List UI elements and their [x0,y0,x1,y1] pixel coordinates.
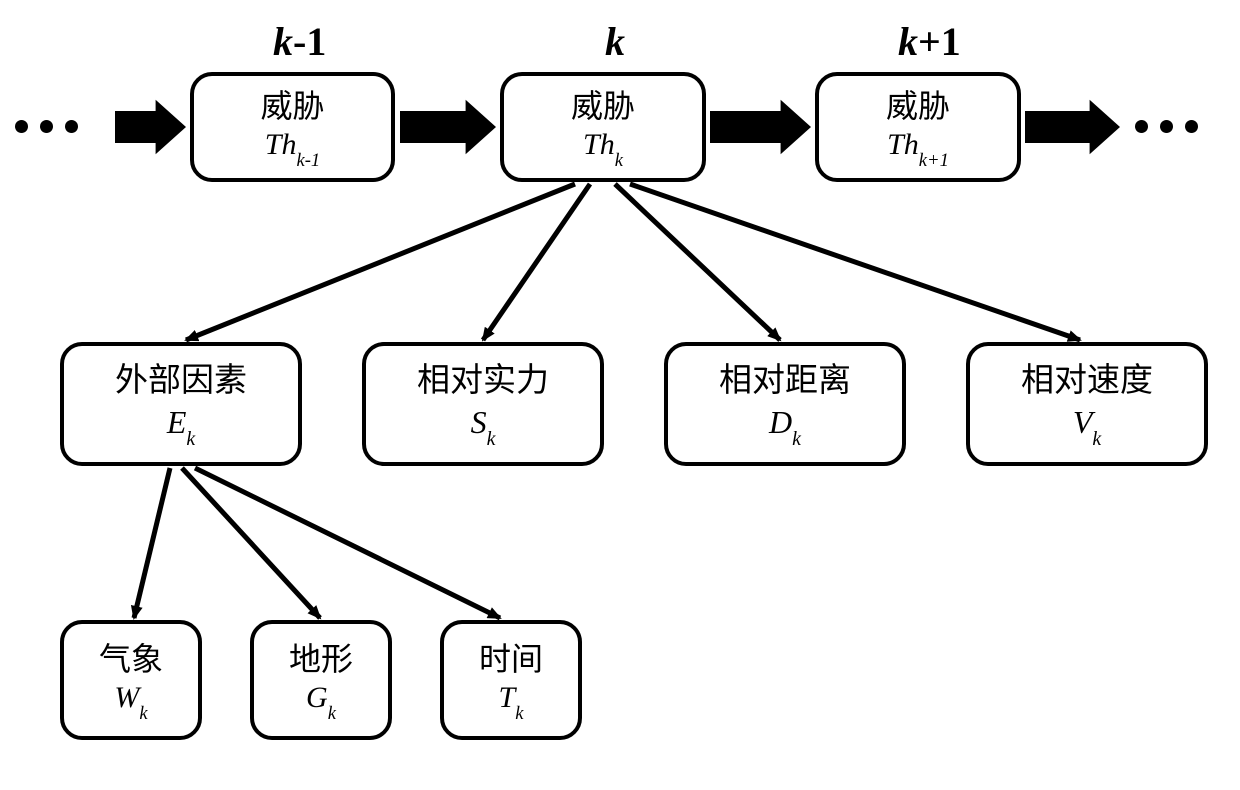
node-terrain: 地形 Gk [250,620,392,740]
node-symbol: Wk [114,679,147,720]
node-symbol: Dk [769,402,801,447]
node-symbol: Vk [1073,402,1101,447]
node-cn-label: 威胁 [571,86,635,126]
node-cn-label: 地形 [289,639,353,679]
node-cn-label: 相对距离 [719,361,851,402]
node-symbol: Tk [499,679,524,720]
node-weather: 气象 Wk [60,620,202,740]
node-symbol: Gk [306,679,336,720]
node-symbol: Sk [471,402,496,447]
node-relative-strength: 相对实力 Sk [362,342,604,466]
seq-label-k-minus-1: k-1 [273,18,326,65]
node-symbol: Thk [583,126,623,167]
node-threat-k-minus-1: 威胁 Thk-1 [190,72,395,182]
node-cn-label: 相对实力 [417,361,549,402]
seq-label-k: k [605,18,625,65]
node-symbol: Thk+1 [887,126,949,167]
node-external-factors: 外部因素 Ek [60,342,302,466]
node-threat-k-plus-1: 威胁 Thk+1 [815,72,1021,182]
node-relative-distance: 相对距离 Dk [664,342,906,466]
node-symbol: Thk-1 [265,126,320,167]
ellipsis-left [15,120,78,133]
seq-label-k-plus-1: k+1 [898,18,961,65]
node-cn-label: 相对速度 [1021,361,1153,402]
node-symbol: Ek [167,402,195,447]
ellipsis-right [1135,120,1198,133]
node-cn-label: 威胁 [886,86,950,126]
node-time: 时间 Tk [440,620,582,740]
node-cn-label: 气象 [99,639,163,679]
node-cn-label: 威胁 [260,86,324,126]
node-relative-velocity: 相对速度 Vk [966,342,1208,466]
node-cn-label: 时间 [479,639,543,679]
node-threat-k: 威胁 Thk [500,72,706,182]
node-cn-label: 外部因素 [115,361,247,402]
